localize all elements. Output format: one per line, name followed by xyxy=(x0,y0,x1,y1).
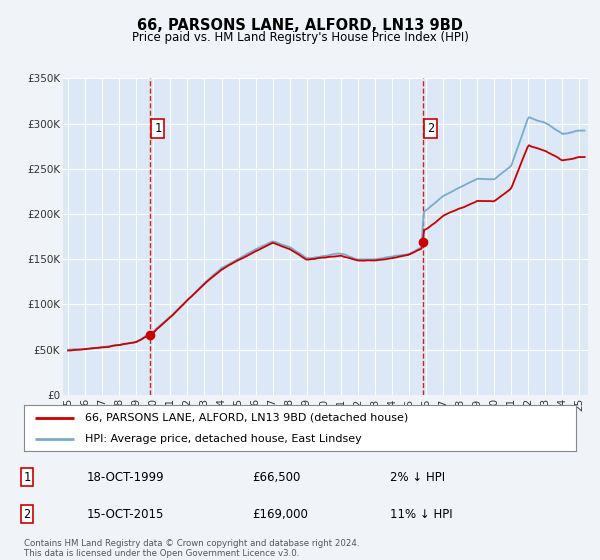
Text: £66,500: £66,500 xyxy=(252,470,301,484)
Text: 2% ↓ HPI: 2% ↓ HPI xyxy=(390,470,445,484)
Text: 1: 1 xyxy=(154,122,161,134)
Text: Contains HM Land Registry data © Crown copyright and database right 2024.: Contains HM Land Registry data © Crown c… xyxy=(24,539,359,548)
Text: 2: 2 xyxy=(427,122,434,134)
Text: 18-OCT-1999: 18-OCT-1999 xyxy=(87,470,164,484)
Text: 15-OCT-2015: 15-OCT-2015 xyxy=(87,507,164,521)
Text: 66, PARSONS LANE, ALFORD, LN13 9BD: 66, PARSONS LANE, ALFORD, LN13 9BD xyxy=(137,18,463,33)
Text: This data is licensed under the Open Government Licence v3.0.: This data is licensed under the Open Gov… xyxy=(24,549,299,558)
Text: 1: 1 xyxy=(23,470,31,484)
Text: Price paid vs. HM Land Registry's House Price Index (HPI): Price paid vs. HM Land Registry's House … xyxy=(131,31,469,44)
Text: 11% ↓ HPI: 11% ↓ HPI xyxy=(390,507,452,521)
Text: 2: 2 xyxy=(23,507,31,521)
Text: 66, PARSONS LANE, ALFORD, LN13 9BD (detached house): 66, PARSONS LANE, ALFORD, LN13 9BD (deta… xyxy=(85,413,408,423)
Text: £169,000: £169,000 xyxy=(252,507,308,521)
Text: HPI: Average price, detached house, East Lindsey: HPI: Average price, detached house, East… xyxy=(85,435,361,444)
